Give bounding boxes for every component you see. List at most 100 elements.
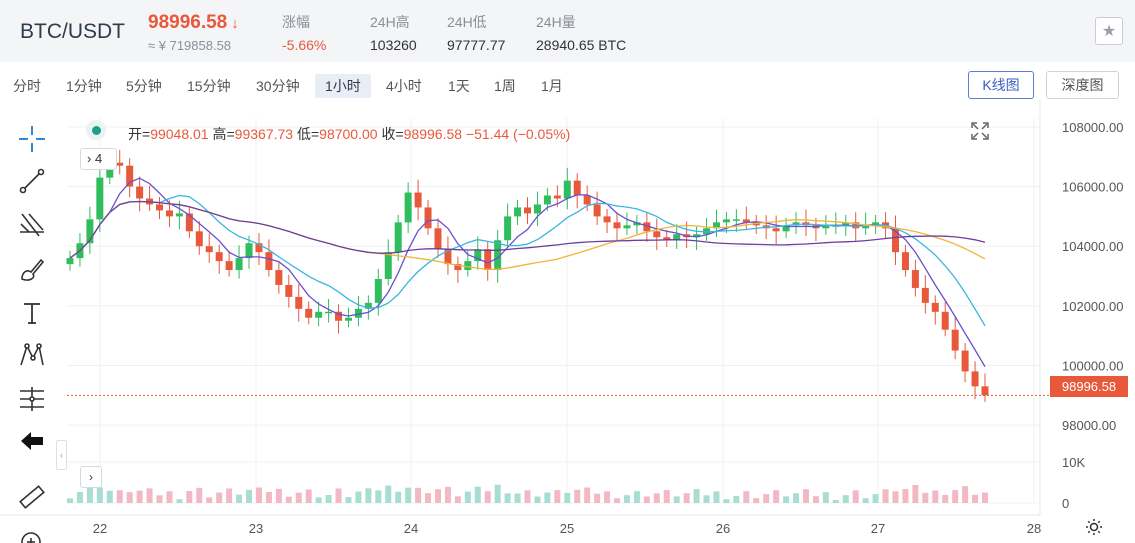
indicator-toggle-button[interactable]: › 4 [80,148,117,170]
pair-name[interactable]: BTC/USDT [20,20,125,43]
candle-body [106,162,114,178]
volume-bar [902,489,909,503]
toolbar-collapse-button[interactable]: ‹ [56,440,67,470]
pattern-tool[interactable] [12,338,52,372]
volume-bar [226,488,233,503]
candle-body [195,231,203,247]
candle-body [444,249,452,265]
candle-body [235,258,243,271]
volume-bar [415,487,422,503]
tf-1mo[interactable]: 1月 [541,78,563,94]
candle-body [66,258,74,265]
kline-view-button[interactable]: K线图 [968,71,1034,99]
tf-5m[interactable]: 5分钟 [126,78,162,94]
volume-bar [773,490,780,503]
candle-body [623,225,631,229]
tf-1d[interactable]: 1天 [448,78,470,94]
volume-bar [395,491,402,503]
change-value: -5.66% [282,37,327,53]
volume-bar [116,490,123,503]
candle-body [225,261,233,271]
volume-bar [653,493,660,503]
volume-tick-label: 10K [1062,455,1085,470]
candle-body [165,210,173,217]
chevron-left-icon: ‹ [60,450,63,460]
volume-toggle-button[interactable]: › [80,466,102,488]
text-icon [24,303,40,324]
volume-tick-label: 0 [1062,496,1069,511]
candle-body [563,180,571,199]
high-label: 24H高 [370,14,410,30]
candle-body [921,287,929,303]
candle-body [424,207,432,229]
settings-gear-icon[interactable] [1084,517,1104,537]
depth-view-button[interactable]: 深度图 [1046,71,1119,99]
candle-body [275,270,283,285]
tf-fenshi[interactable]: 分时 [13,78,41,94]
candle-body [732,219,740,221]
volume-bar [594,493,601,503]
volume-bar [763,494,770,503]
trend-line-tool[interactable] [12,164,52,198]
tf-30m[interactable]: 30分钟 [256,78,300,94]
text-tool[interactable] [12,296,52,330]
y-tick-label: 104000.00 [1062,239,1123,254]
favorite-button[interactable]: ★ [1095,17,1123,45]
candle-body [484,249,492,271]
tf-1h[interactable]: 1小时 [315,74,371,98]
brush-tool[interactable] [12,252,52,286]
candle-body [325,311,333,314]
tf-1m[interactable]: 1分钟 [66,78,102,94]
volume-bar [494,484,501,503]
volume-bar [862,498,869,503]
fullscreen-icon[interactable] [970,121,990,141]
volume-bar [335,488,342,503]
candle-body [961,350,969,372]
volume-bar [852,490,859,503]
volume-bar [872,494,879,503]
candle-body [663,237,671,241]
volume-bar [196,487,203,503]
parallel-channel-tool[interactable] [12,208,52,242]
candle-body [374,279,382,303]
star-icon: ★ [1101,23,1117,40]
zoom-tool[interactable] [12,520,52,543]
back-arrow-icon [21,432,43,450]
back-tool[interactable] [12,424,52,458]
candle-body [185,213,193,232]
candle-body [265,252,273,271]
volume-bar [136,490,143,503]
crosshair-tool[interactable] [12,122,52,156]
volume-bar [743,491,750,503]
x-tick-label: 22 [93,521,107,536]
candle-body [524,207,531,214]
volume-bar [713,491,720,503]
volume-bar [584,487,591,503]
volume-bar [683,493,690,503]
tf-4h[interactable]: 4小时 [386,78,422,94]
candle-body [951,329,959,351]
volume-bar [146,488,153,503]
volume-bar [544,492,551,503]
candle-body [722,219,730,223]
ohlc-visibility-icon[interactable] [86,120,106,140]
volume-bar [922,492,929,503]
candle-body [901,252,909,271]
fibonacci-tool[interactable] [12,382,52,416]
tf-1w[interactable]: 1周 [494,78,516,94]
candle-body [653,231,661,238]
volume-bar [912,485,919,503]
trend-line-icon [19,168,45,194]
candle-body [533,204,541,214]
candle-body [862,225,870,229]
ticker-header: BTC/USDT 98996.58 ↓ ≈ ¥ 719858.58 涨幅 -5.6… [0,0,1135,62]
volume-bar [822,492,829,503]
tf-15m[interactable]: 15分钟 [187,78,231,94]
candle-body [573,180,581,196]
ruler-tool[interactable] [12,480,52,514]
volume-bar [962,486,969,503]
candle-body [593,204,601,217]
volume-bar [464,491,471,503]
volume-bar [504,493,511,503]
